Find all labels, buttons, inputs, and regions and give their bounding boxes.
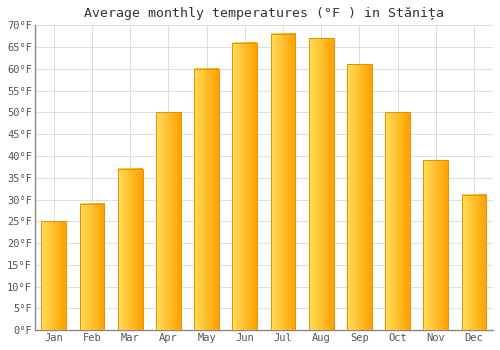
Bar — [424, 160, 448, 330]
Bar — [385, 112, 410, 330]
Bar — [270, 34, 295, 330]
Bar — [42, 221, 66, 330]
Bar — [80, 204, 104, 330]
Title: Average monthly temperatures (°F ) in Stănița: Average monthly temperatures (°F ) in St… — [84, 7, 444, 20]
Bar — [347, 64, 372, 330]
Bar — [462, 195, 486, 330]
Bar — [156, 112, 181, 330]
Bar — [118, 169, 142, 330]
Bar — [309, 38, 334, 330]
Bar — [194, 69, 219, 330]
Bar — [232, 43, 257, 330]
